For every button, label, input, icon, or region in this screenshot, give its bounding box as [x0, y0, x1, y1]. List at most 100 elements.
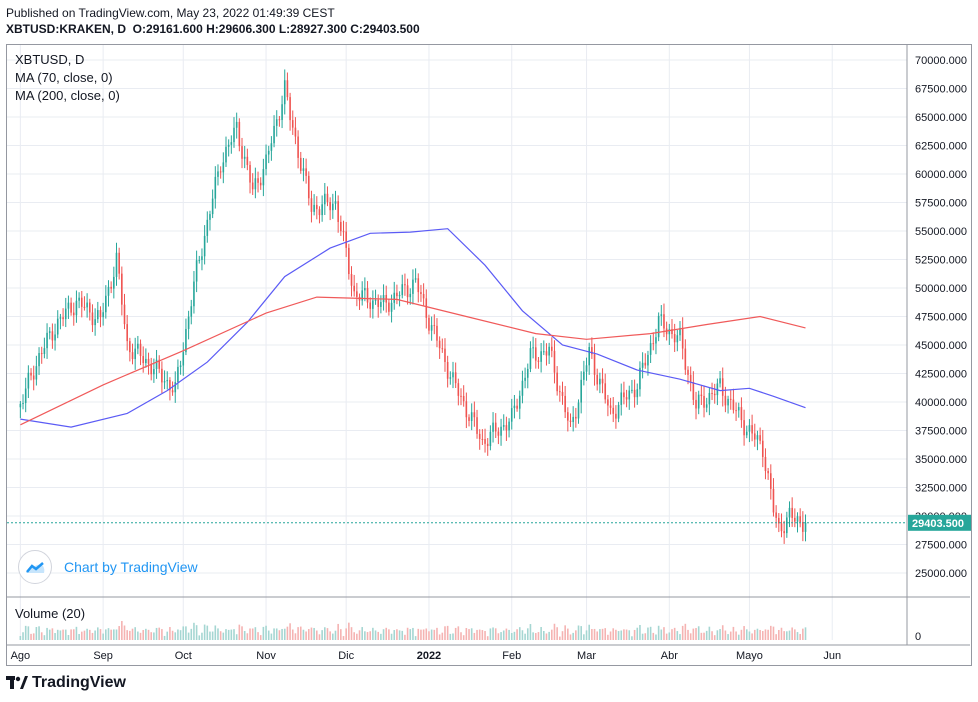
y-tick-label: 35000.000 — [915, 454, 967, 466]
candle-body — [131, 352, 134, 360]
candle-body — [107, 286, 110, 296]
volume-bar — [529, 624, 532, 640]
candle-body — [612, 407, 615, 414]
candle-body — [342, 231, 345, 233]
candle-body — [40, 353, 43, 355]
candle-body — [585, 365, 588, 372]
volume-bar — [745, 629, 748, 640]
candle-body — [110, 286, 112, 289]
volume-bar — [556, 627, 558, 640]
candle-body — [291, 120, 294, 128]
volume-bar — [249, 628, 251, 640]
candle-body — [219, 171, 222, 173]
candle-body — [791, 507, 793, 518]
candle-body — [526, 368, 529, 378]
volume-bar — [137, 631, 139, 640]
footer-brand[interactable]: TradingView — [6, 674, 126, 692]
legend-ma70[interactable]: MA (70, close, 0) — [15, 70, 113, 85]
volume-bar — [310, 627, 313, 640]
volume-bar — [121, 620, 123, 640]
volume-bar — [414, 636, 417, 640]
volume-bar — [396, 629, 398, 640]
volume-legend[interactable]: Volume (20) — [15, 606, 86, 621]
candle-body — [796, 516, 799, 522]
volume-bar — [91, 632, 94, 640]
volume-bar — [633, 629, 636, 640]
volume-bar — [201, 632, 203, 640]
legend-ma200[interactable]: MA (200, close, 0) — [15, 88, 120, 103]
volume-bar — [115, 629, 118, 640]
volume-bar — [40, 632, 43, 640]
candle-body — [412, 279, 414, 294]
candle-body — [193, 281, 195, 307]
last-price-badge — [908, 514, 971, 531]
volume-bar — [591, 629, 593, 640]
volume-bar — [267, 630, 270, 640]
volume-bar — [321, 630, 323, 640]
volume-bar — [769, 625, 772, 640]
volume-bar — [72, 629, 75, 640]
candle-body — [470, 412, 473, 421]
volume-bar — [126, 630, 128, 640]
volume-bar — [727, 634, 729, 640]
candle-body — [267, 150, 270, 155]
candle-body — [428, 317, 430, 331]
x-tick-label: Jun — [823, 650, 841, 662]
candle-body — [639, 367, 641, 390]
volume-bar — [631, 636, 633, 640]
volume-bar — [516, 629, 518, 640]
volume-bar — [230, 629, 233, 640]
candle-body — [366, 288, 369, 303]
y-tick-label: 50000.000 — [915, 283, 967, 295]
legend-symbol[interactable]: XBTUSD, D — [15, 52, 85, 67]
x-tick-label: Abr — [661, 650, 678, 662]
y-tick-label: 57500.000 — [915, 198, 967, 210]
volume-bar — [476, 629, 478, 640]
tradingview-watermark[interactable]: Chart by TradingView — [18, 550, 198, 584]
volume-bar — [655, 634, 657, 640]
candle-body — [294, 127, 297, 137]
ma200-line — [20, 296, 806, 426]
candle-body — [756, 435, 759, 440]
watermark-text: Chart by TradingView — [64, 559, 198, 575]
low-value: 28927.300 — [290, 22, 347, 36]
y-tick-label: 67500.000 — [915, 84, 967, 96]
volume-bar — [641, 633, 644, 640]
volume-bar — [62, 629, 64, 640]
volume-bar — [388, 629, 390, 640]
candle-body — [647, 354, 649, 366]
volume-bar — [465, 628, 468, 640]
candle-body — [32, 375, 35, 380]
low-label: L: — [278, 22, 291, 36]
candle-body — [735, 410, 737, 412]
candle-body — [508, 421, 510, 431]
volume-bar — [778, 629, 780, 640]
volume-bar — [695, 628, 697, 640]
volume-bar — [142, 629, 145, 640]
candle-body — [537, 360, 540, 362]
candle-body — [553, 350, 556, 373]
volume-bar — [615, 629, 617, 640]
candle-body — [679, 327, 681, 336]
chart-frame[interactable] — [6, 44, 972, 666]
candle-body — [67, 302, 70, 309]
volume-bar — [334, 630, 337, 640]
y-tick-label: 70000.000 — [915, 55, 967, 67]
volume-bar — [729, 631, 732, 640]
candle-body — [257, 178, 259, 183]
volume-bar — [102, 633, 104, 640]
volume-bar — [433, 629, 436, 640]
volume-bar — [420, 629, 422, 640]
candle-body — [91, 312, 94, 326]
volume-bar — [24, 625, 27, 640]
volume-bar — [759, 629, 761, 640]
volume-bar — [460, 632, 462, 640]
last-price-label: 29403.500 — [912, 518, 964, 530]
candle-body — [721, 378, 724, 396]
candle-body — [225, 146, 227, 163]
volume-bar — [567, 628, 569, 640]
candle-body — [273, 125, 275, 144]
candle-body — [684, 348, 687, 370]
volume-bar — [551, 629, 553, 640]
